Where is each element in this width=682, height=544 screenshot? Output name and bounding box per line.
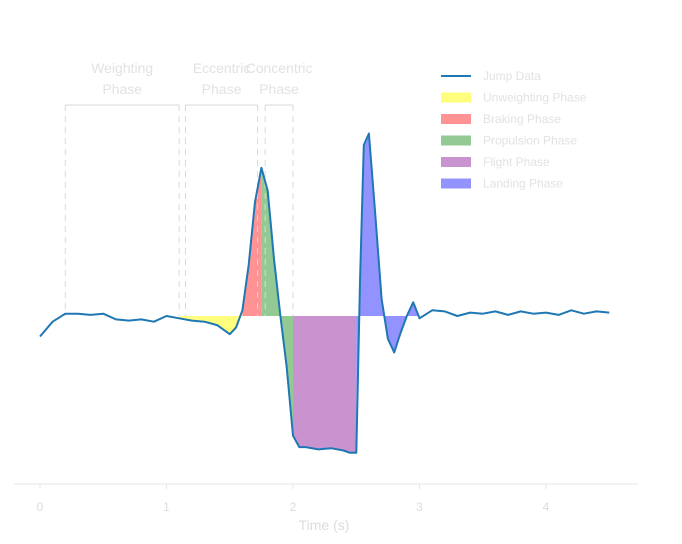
legend-label: Braking Phase bbox=[483, 112, 561, 126]
annotation-label: Phase bbox=[102, 81, 142, 97]
x-tick-label: 2 bbox=[290, 500, 297, 514]
x-axis-title: Time (s) bbox=[299, 517, 350, 533]
legend-swatch bbox=[441, 157, 471, 167]
annotation-label: Phase bbox=[202, 81, 242, 97]
legend-swatch bbox=[441, 135, 471, 146]
flight-phase-fill bbox=[293, 316, 357, 453]
annotation-label: Concentric bbox=[246, 60, 313, 76]
x-tick-label: 4 bbox=[543, 500, 550, 514]
jump-data-line bbox=[39, 132, 610, 454]
legend-swatch bbox=[441, 114, 471, 124]
landing-phase-fill bbox=[356, 133, 420, 453]
x-tick-label: 3 bbox=[416, 500, 423, 514]
x-ticks: 0 1 2 3 4 bbox=[37, 484, 550, 514]
annotation-label: Weighting bbox=[91, 60, 153, 76]
propulsion-phase-fill bbox=[261, 167, 293, 436]
legend-swatch bbox=[441, 92, 471, 103]
annotation-label: Eccentric bbox=[193, 60, 251, 76]
legend-label: Propulsion Phase bbox=[483, 134, 577, 148]
x-tick-label: 0 bbox=[37, 500, 44, 514]
annotation-label: Phase bbox=[259, 81, 299, 97]
legend: Jump Data Unweighting Phase Braking Phase P… bbox=[441, 69, 587, 191]
phase-fills bbox=[179, 133, 420, 453]
unweighting-phase-fill bbox=[179, 310, 243, 335]
legend-label: Flight Phase bbox=[483, 155, 550, 169]
legend-label: Landing Phase bbox=[483, 177, 563, 191]
legend-label: Jump Data bbox=[483, 69, 541, 83]
phase-annotations: WeightingPhaseEccentricPhaseConcentricPh… bbox=[64, 60, 313, 316]
legend-label: Unweighting Phase bbox=[483, 91, 587, 105]
legend-swatch bbox=[441, 178, 471, 189]
x-tick-label: 1 bbox=[163, 500, 170, 514]
